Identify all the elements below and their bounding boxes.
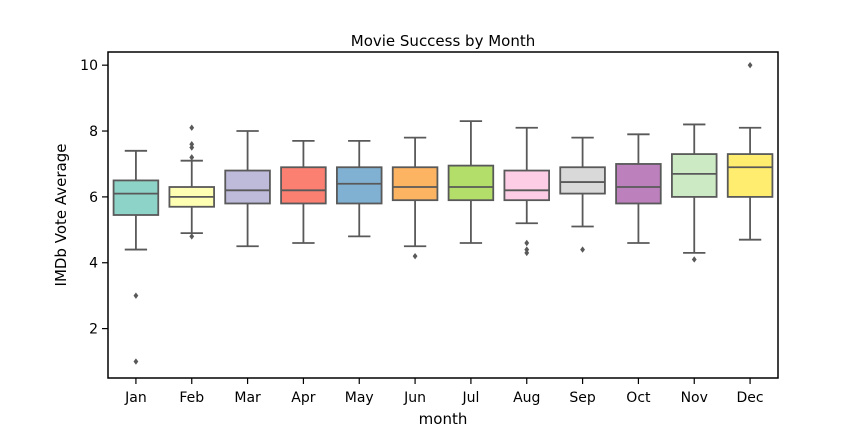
x-tick-label: Jul bbox=[461, 390, 479, 406]
box-group-oct bbox=[615, 133, 662, 244]
y-tick-label: 10 bbox=[80, 58, 98, 74]
box-oct bbox=[615, 163, 662, 205]
plot-frame bbox=[107, 51, 779, 379]
box-jan bbox=[112, 179, 160, 216]
outlier-point bbox=[524, 246, 530, 253]
box-jul bbox=[447, 164, 495, 202]
box-group-mar bbox=[224, 130, 271, 248]
x-tick-label: Feb bbox=[179, 390, 204, 406]
outlier-point bbox=[412, 252, 418, 260]
box-group-may bbox=[336, 140, 383, 238]
box-may bbox=[336, 166, 383, 205]
box-mar bbox=[224, 169, 271, 205]
y-axis: 2 4 6 8 10 bbox=[80, 58, 108, 338]
x-axis-label: month bbox=[419, 410, 468, 428]
y-tick-label: 4 bbox=[89, 256, 98, 272]
box-group-jul bbox=[447, 120, 495, 244]
box-apr bbox=[280, 166, 327, 205]
box-group-jun bbox=[391, 136, 439, 260]
outlier-point bbox=[580, 246, 585, 253]
outlier-point bbox=[133, 292, 139, 299]
box-group-nov bbox=[671, 123, 718, 263]
box-aug bbox=[503, 169, 550, 202]
outlier-point bbox=[524, 249, 530, 257]
outlier-point bbox=[189, 124, 195, 131]
box-nov bbox=[671, 153, 718, 198]
outlier-point bbox=[189, 154, 195, 161]
y-tick-label: 8 bbox=[89, 124, 98, 140]
plot-area bbox=[112, 61, 774, 365]
x-tick-label: May bbox=[345, 390, 374, 406]
outlier-point bbox=[747, 61, 753, 69]
x-tick-label: Mar bbox=[234, 390, 261, 406]
box-group-sep bbox=[559, 136, 606, 253]
box-group-dec bbox=[726, 61, 774, 241]
x-tick-label: Apr bbox=[291, 390, 315, 406]
x-tick-label: Dec bbox=[737, 390, 764, 406]
x-tick-label: Nov bbox=[681, 390, 708, 406]
y-tick-label: 2 bbox=[89, 322, 98, 338]
box-jun bbox=[391, 166, 439, 202]
y-axis-label: IMDb Vote Average bbox=[52, 144, 70, 287]
x-tick-label: Aug bbox=[513, 390, 540, 406]
outlier-point bbox=[691, 256, 697, 263]
outlier-point bbox=[189, 233, 195, 240]
x-tick-label: Jan bbox=[124, 390, 147, 406]
outlier-point bbox=[189, 141, 195, 148]
x-axis: Jan Feb Mar Apr May Jun Jul Aug Sep Oct Nov Dec bbox=[124, 378, 764, 406]
box-dec bbox=[726, 153, 774, 198]
outlier-point bbox=[133, 358, 139, 365]
box-sep bbox=[559, 166, 606, 195]
box-group-apr bbox=[280, 140, 327, 244]
box-group-jan bbox=[112, 149, 160, 365]
x-tick-label: Jun bbox=[403, 390, 426, 406]
chart-title: Movie Success by Month bbox=[351, 32, 536, 50]
x-tick-label: Sep bbox=[569, 390, 596, 406]
x-tick-label: Oct bbox=[626, 390, 651, 406]
outlier-point bbox=[189, 144, 195, 151]
box-group-aug bbox=[503, 126, 550, 257]
y-tick-label: 6 bbox=[89, 190, 98, 206]
box-group-feb bbox=[168, 124, 215, 240]
outlier-point bbox=[524, 239, 530, 247]
